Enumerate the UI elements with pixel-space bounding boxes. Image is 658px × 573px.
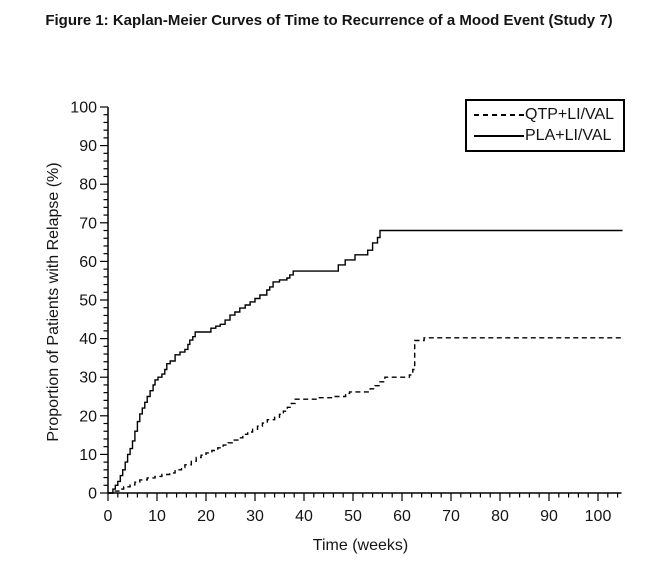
x-tick-label: 30: [246, 508, 264, 525]
y-tick-label: 80: [79, 177, 97, 194]
x-tick-label: 100: [585, 508, 612, 525]
legend-item-pla: PLA+LI/VAL: [474, 127, 623, 145]
qtp-dashed-line-sample: [474, 114, 524, 116]
x-tick-label: 10: [148, 508, 166, 525]
x-tick-label: 20: [197, 508, 215, 525]
y-tick-label: 40: [79, 331, 97, 348]
legend-label-pla: PLA+LI/VAL: [525, 127, 612, 144]
y-tick-label: 60: [79, 254, 97, 271]
y-tick-label: 100: [70, 100, 97, 117]
y-tick-label: 0: [88, 486, 97, 503]
series-pla-li-val: [108, 229, 623, 494]
y-tick-label: 20: [79, 408, 97, 425]
series-qtp-li-val: [108, 337, 623, 494]
y-tick-label: 70: [79, 215, 97, 232]
y-axis-title: Proportion of Patients with Relapse (%): [45, 162, 62, 442]
y-tick-label: 90: [79, 138, 97, 155]
y-tick-label: 10: [79, 447, 97, 464]
y-tick-label: 30: [79, 370, 97, 387]
x-tick-label: 0: [104, 508, 113, 525]
x-axis-title: Time (weeks): [312, 537, 409, 554]
pla-solid-line-sample: [474, 135, 524, 137]
axes: [107, 107, 622, 494]
series-curves: [108, 229, 623, 494]
legend: QTP+LI/VAL PLA+LI/VAL: [465, 99, 625, 152]
legend-label-qtp: QTP+LI/VAL: [525, 106, 615, 123]
tick-labels: 0 10 20 30 40 50 60 70 80 90 100 0 10 20 30 40 50 60 70 80 9…: [70, 100, 611, 526]
x-tick-label: 60: [393, 508, 411, 525]
x-tick-label: 90: [540, 508, 558, 525]
x-tick-label: 80: [491, 508, 509, 525]
y-tick-label: 50: [79, 293, 97, 310]
legend-item-qtp: QTP+LI/VAL: [474, 106, 623, 124]
x-tick-label: 40: [295, 508, 313, 525]
axis-ticks: [100, 106, 619, 501]
x-tick-label: 70: [442, 508, 460, 525]
x-tick-label: 50: [344, 508, 362, 525]
figure-title: Figure 1: Kaplan-Meier Curves of Time to…: [45, 12, 613, 29]
